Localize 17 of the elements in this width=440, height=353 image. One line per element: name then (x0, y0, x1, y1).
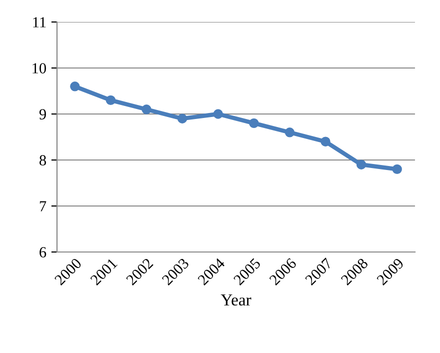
point (177, 114, 188, 124)
point (142, 104, 152, 114)
point (284, 128, 295, 138)
y-tick-label: 10 (32, 63, 46, 74)
y-tick-label: 6 (40, 247, 46, 258)
point (70, 82, 80, 92)
y-tick-label: 7 (40, 201, 46, 212)
point (213, 109, 223, 119)
point (106, 95, 116, 106)
point (320, 136, 330, 146)
point (249, 118, 259, 128)
x-axis-title: Year (220, 294, 252, 306)
y-tick-label: 9 (39, 109, 46, 120)
y-tick-label: 11 (33, 17, 46, 28)
point (356, 160, 366, 170)
point (392, 164, 402, 174)
y-tick-label: 8 (40, 155, 46, 166)
